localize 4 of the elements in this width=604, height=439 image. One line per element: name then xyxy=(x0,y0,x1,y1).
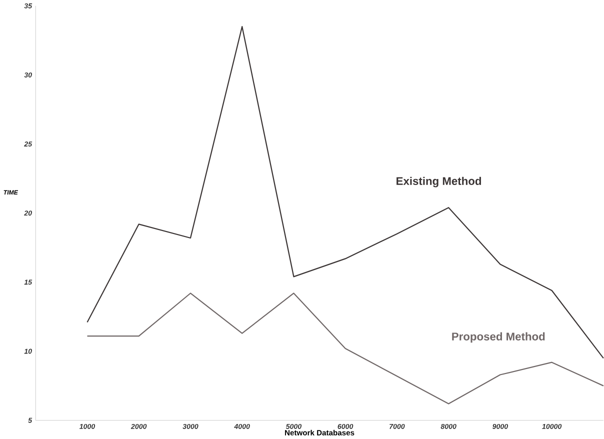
line-series xyxy=(86,292,604,404)
series-label: Proposed Method xyxy=(452,332,545,343)
line-series xyxy=(86,26,604,359)
text: Existing Method xyxy=(396,176,482,188)
